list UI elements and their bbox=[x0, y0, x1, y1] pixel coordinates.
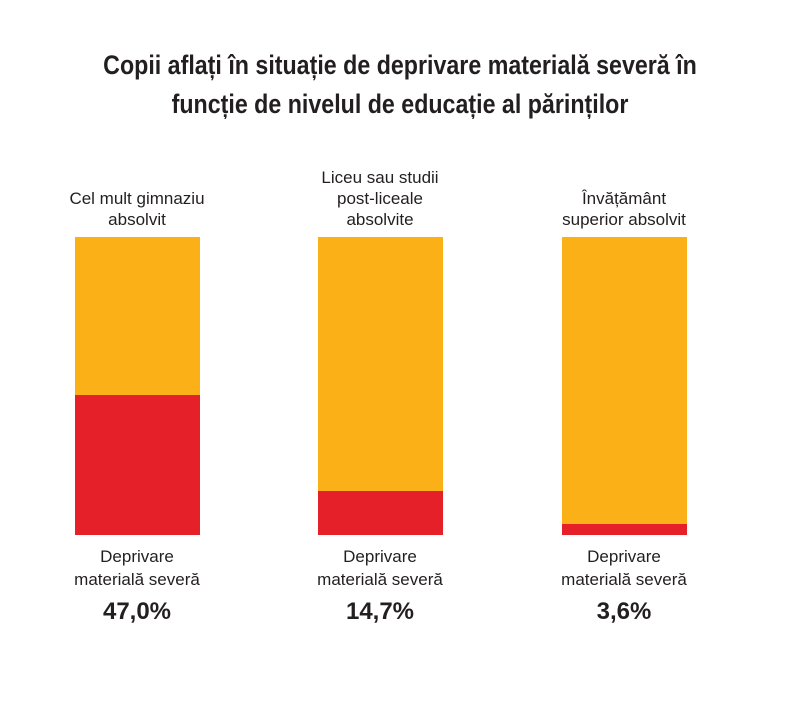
value-label-1: 47,0% bbox=[102, 598, 172, 625]
value-label-3: 3,6% bbox=[596, 598, 652, 625]
category-label-1: Cel mult gimnaziu absolvit bbox=[52, 188, 222, 230]
bar-1-deprivation-segment bbox=[75, 394, 200, 535]
category-label-3-line-2: superior absolvit bbox=[562, 210, 686, 229]
chart-title-line-1: Copii aflați în situație de deprivare ma… bbox=[103, 50, 697, 80]
bar-2-deprivation-segment bbox=[318, 491, 443, 535]
bar-1 bbox=[75, 237, 200, 535]
series-label-1-line-2: materială severă bbox=[74, 570, 200, 589]
category-label-2-line-3: absolvite bbox=[346, 210, 414, 229]
category-label-3-line-1: Învățământ bbox=[581, 189, 667, 208]
series-label-3-line-2: materială severă bbox=[561, 570, 687, 589]
series-label-1-line-1: Deprivare bbox=[100, 547, 174, 566]
chart-title: Copii aflați în situație de deprivare ma… bbox=[90, 46, 709, 124]
chart-title-line-2: funcție de nivelul de educație al părinț… bbox=[171, 89, 629, 119]
series-label-2: Deprivare materială severă bbox=[295, 545, 465, 591]
bar-2 bbox=[318, 237, 443, 535]
series-label-3: Deprivare materială severă bbox=[539, 545, 709, 591]
category-label-1-line-2: absolvit bbox=[108, 210, 166, 229]
series-label-3-line-1: Deprivare bbox=[587, 547, 661, 566]
bar-3 bbox=[562, 237, 687, 535]
category-label-2: Liceu sau studii post-liceale absolvite bbox=[295, 167, 465, 230]
series-label-2-line-2: materială severă bbox=[317, 570, 443, 589]
category-label-1-line-1: Cel mult gimnaziu bbox=[69, 189, 205, 208]
category-label-3: Învățământ superior absolvit bbox=[539, 188, 709, 230]
category-label-2-line-1: Liceu sau studii bbox=[321, 168, 439, 187]
category-label-2-line-2: post-liceale bbox=[337, 189, 423, 208]
series-label-2-line-1: Deprivare bbox=[343, 547, 417, 566]
value-label-2: 14,7% bbox=[345, 598, 415, 625]
bar-3-deprivation-segment bbox=[562, 524, 687, 535]
series-label-1: Deprivare materială severă bbox=[52, 545, 222, 591]
